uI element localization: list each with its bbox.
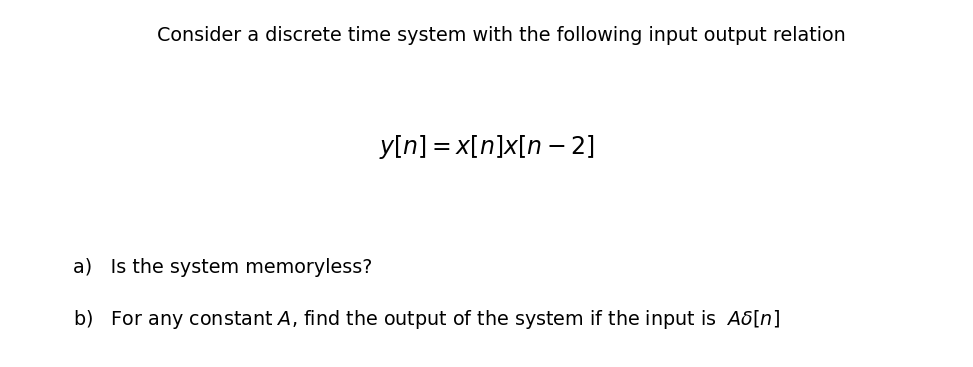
Text: a)   Is the system memoryless?: a) Is the system memoryless?: [73, 258, 373, 277]
Text: $y[n] = x[n]x[n - 2]$: $y[n] = x[n]x[n - 2]$: [378, 133, 595, 161]
Text: Consider a discrete time system with the following input output relation: Consider a discrete time system with the…: [157, 26, 846, 45]
Text: b)   For any constant $A$, find the output of the system if the input is  $A\del: b) For any constant $A$, find the output…: [73, 308, 780, 331]
